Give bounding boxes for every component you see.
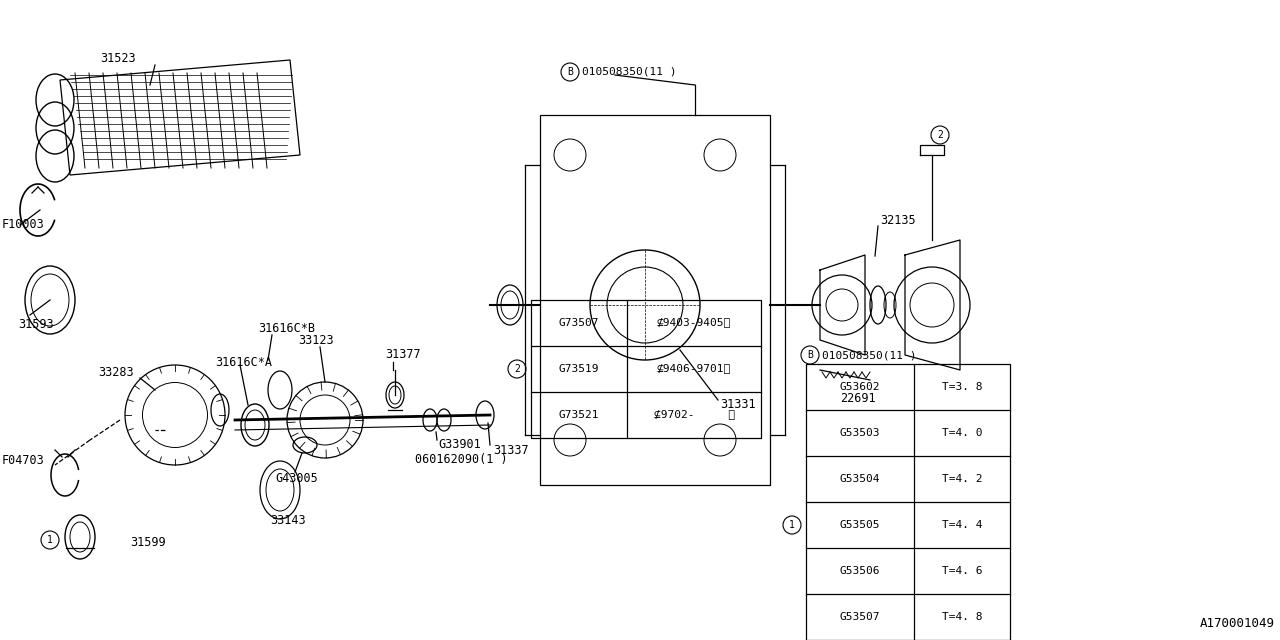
Bar (806, 364, 1010, 640)
Text: G73521: G73521 (559, 410, 599, 420)
Text: G43005: G43005 (275, 472, 317, 484)
Text: 31331: 31331 (719, 399, 755, 412)
Text: 33123: 33123 (298, 333, 334, 346)
Text: G53506: G53506 (840, 566, 881, 576)
Text: 22691: 22691 (840, 392, 876, 404)
Text: F10003: F10003 (3, 218, 45, 232)
Text: T=4. 8: T=4. 8 (942, 612, 982, 622)
Text: T=4. 4: T=4. 4 (942, 520, 982, 530)
Text: G33901: G33901 (438, 438, 481, 451)
Text: 33143: 33143 (270, 513, 306, 527)
Text: 2: 2 (937, 130, 943, 140)
Text: 31523: 31523 (100, 51, 136, 65)
Text: G73519: G73519 (559, 364, 599, 374)
Text: ⊈9406-9701〉: ⊈9406-9701〉 (657, 364, 731, 374)
Text: T=4. 0: T=4. 0 (942, 428, 982, 438)
Text: 31616C*B: 31616C*B (259, 321, 315, 335)
Text: 31593: 31593 (18, 319, 54, 332)
Text: 31337: 31337 (493, 444, 529, 456)
Text: 31599: 31599 (131, 536, 165, 550)
Text: ⊈9702-     〉: ⊈9702- 〉 (654, 410, 735, 420)
Text: 31377: 31377 (385, 349, 421, 362)
Text: B: B (808, 350, 813, 360)
Text: 2: 2 (515, 364, 520, 374)
Text: T=4. 6: T=4. 6 (942, 566, 982, 576)
Text: G73507: G73507 (559, 318, 599, 328)
Text: 010508350(11 ): 010508350(11 ) (582, 67, 677, 77)
Text: 31616C*A: 31616C*A (215, 355, 273, 369)
Text: B: B (567, 67, 573, 77)
Text: 1: 1 (47, 535, 52, 545)
Text: G53507: G53507 (840, 612, 881, 622)
Text: T=4. 2: T=4. 2 (942, 474, 982, 484)
Text: 010508350(11 ): 010508350(11 ) (822, 350, 916, 360)
Text: ⊈9403-9405〉: ⊈9403-9405〉 (657, 318, 731, 328)
Text: G53602: G53602 (840, 382, 881, 392)
Text: G53504: G53504 (840, 474, 881, 484)
Text: 1: 1 (788, 520, 795, 530)
Text: 33283: 33283 (99, 367, 133, 380)
Bar (540, 115, 771, 485)
Text: A170001049: A170001049 (1201, 617, 1275, 630)
Bar (531, 300, 762, 438)
Text: T=3. 8: T=3. 8 (942, 382, 982, 392)
Text: 060162090(1 ): 060162090(1 ) (415, 454, 508, 467)
Text: G53503: G53503 (840, 428, 881, 438)
Text: G53505: G53505 (840, 520, 881, 530)
Text: 32135: 32135 (881, 214, 915, 227)
Text: F04703: F04703 (3, 454, 45, 467)
